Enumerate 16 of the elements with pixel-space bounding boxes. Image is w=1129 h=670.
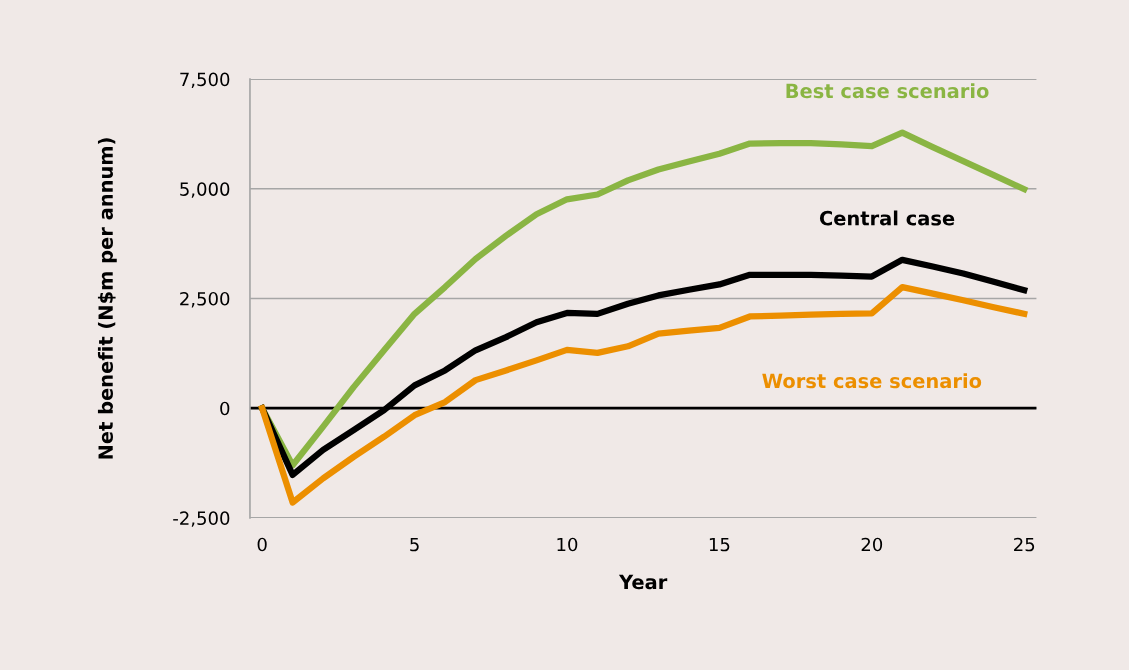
y-tick-label: 5,000 xyxy=(180,182,230,198)
y-tick-label: -2,500 xyxy=(173,511,230,527)
x-tick-label: 10 xyxy=(557,537,578,552)
text: Worst case scenario xyxy=(762,373,982,389)
y-tick-label: 7,500 xyxy=(180,72,230,89)
x-axis-title: Year xyxy=(618,574,668,590)
x-tick-label: 20 xyxy=(861,537,883,552)
y-tick-label: 2,500 xyxy=(180,291,230,308)
y-axis-title: Net benefit (N$m per annum) xyxy=(97,138,117,459)
y-tick-label: 0 xyxy=(220,401,230,416)
text: Central case xyxy=(819,210,955,226)
x-tick-label: 5 xyxy=(410,537,419,552)
x-tick-label: 25 xyxy=(1014,537,1035,552)
text: Best case scenario xyxy=(786,83,989,99)
x-tick-label: 15 xyxy=(709,537,730,552)
x-tick-label: 0 xyxy=(257,537,267,552)
